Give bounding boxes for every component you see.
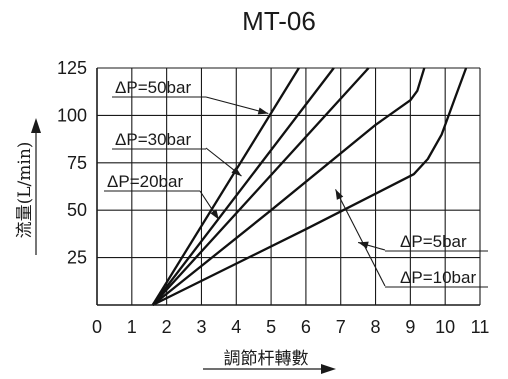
x-tick-label: 5 xyxy=(266,317,276,337)
x-tick-label: 6 xyxy=(301,317,311,337)
x-axis-label-arrowhead xyxy=(321,364,336,374)
x-tick-label: 9 xyxy=(405,317,415,337)
x-tick-label: 8 xyxy=(371,317,381,337)
x-tick-label: 4 xyxy=(231,317,241,337)
y-tick-label: 25 xyxy=(67,248,87,268)
series-leader-arrowhead-4 xyxy=(358,241,369,249)
x-tick-label: 10 xyxy=(435,317,455,337)
series-line-4 xyxy=(152,67,468,307)
x-tick-label: 7 xyxy=(336,317,346,337)
series-label-1: ΔP=30bar xyxy=(115,130,191,149)
x-axis-label: 調節杆轉數 xyxy=(224,349,309,369)
series-line-2 xyxy=(151,67,370,306)
series-leader-arrowhead-2 xyxy=(210,209,219,220)
grid xyxy=(97,67,481,305)
series-leader-line-3 xyxy=(335,189,386,287)
x-tick-label: 2 xyxy=(162,317,172,337)
annotations: ΔP=50bar ΔP=30bar ΔP=20bar ΔP=10bar ΔP=5bar xyxy=(104,78,488,288)
y-tick-label: 50 xyxy=(67,200,87,220)
y-tick-label: 100 xyxy=(57,105,87,125)
x-tick-label: 1 xyxy=(127,317,137,337)
series-label-0: ΔP=50bar xyxy=(115,78,191,97)
x-tick-label: 0 xyxy=(92,317,102,337)
series-label-2: ΔP=20bar xyxy=(107,172,183,191)
axes xyxy=(96,68,480,306)
y-axis-label-group: 流量(L/min) xyxy=(15,118,41,255)
series-lines xyxy=(151,67,468,307)
series-label-3: ΔP=10bar xyxy=(400,268,476,287)
series-label-4: ΔP=5bar xyxy=(400,232,467,251)
y-tick-label: 125 xyxy=(57,58,87,78)
series-line-3 xyxy=(151,67,426,306)
y-tick-label: 75 xyxy=(67,153,87,173)
x-tick-label: 3 xyxy=(196,317,206,337)
series-leader-arrowhead-3 xyxy=(335,189,344,200)
series-leader-arrowhead-1 xyxy=(231,167,242,177)
chart-title: MT-06 xyxy=(242,6,316,36)
x-tick-label: 11 xyxy=(471,317,490,337)
y-axis-label: 流量(L/min) xyxy=(15,142,35,239)
series-leader-arrowhead-0 xyxy=(257,107,269,115)
series-leader-line-0 xyxy=(205,96,269,115)
series-line-1 xyxy=(151,67,335,306)
tick-labels: 0 1 2 3 4 5 6 7 8 9 10 11 25 50 75 100 125 xyxy=(57,58,489,337)
y-axis-label-arrowhead xyxy=(31,118,41,133)
x-axis-label-group: 調節杆轉數 xyxy=(203,349,336,374)
series-line-0 xyxy=(151,67,300,306)
